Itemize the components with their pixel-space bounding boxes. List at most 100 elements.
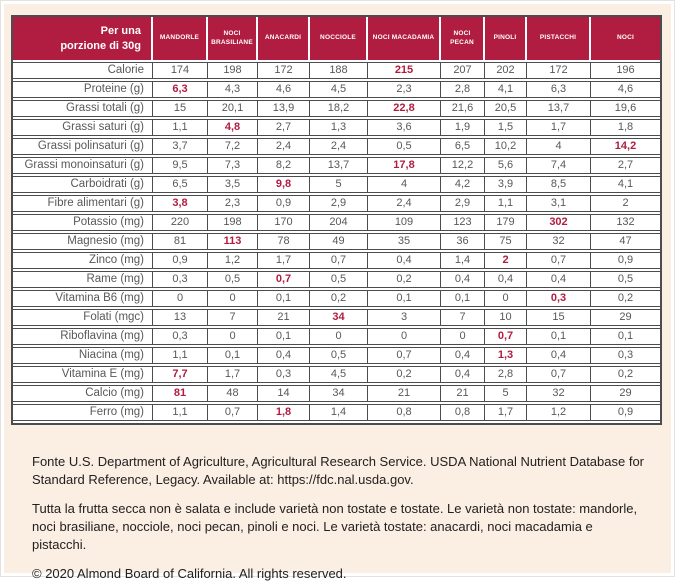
value-cell: 4 — [368, 177, 441, 192]
value-cell: 2,4 — [310, 139, 368, 154]
value-cell: 0 — [310, 329, 368, 344]
value-cell: 1,2 — [527, 405, 591, 420]
value-cell: 81 — [153, 234, 208, 249]
value-cell: 2,3 — [368, 82, 441, 97]
value-cell: 170 — [258, 215, 310, 230]
row-label: Grassi totali (g) — [13, 101, 153, 116]
row-label: Magnesio (mg) — [13, 234, 153, 249]
value-cell: 4,5 — [310, 367, 368, 382]
value-cell: 2 — [622, 197, 629, 209]
value-cell: 202 — [485, 63, 527, 78]
value-cell: 19,6 — [614, 102, 637, 114]
value-cell: 49 — [310, 234, 368, 249]
value-cell: 0,1 — [258, 291, 310, 306]
value-cell: 2,9 — [310, 196, 368, 211]
value-cell: 1,1 — [153, 348, 208, 363]
value-cell: 1,2 — [208, 253, 258, 268]
value-cell: 0,8 — [368, 405, 441, 420]
value-cell-highlighted: 34 — [310, 310, 368, 325]
value-cell: 48 — [208, 386, 258, 401]
value-cell: 5 — [310, 177, 368, 192]
value-cell: 198 — [208, 215, 258, 230]
value-cell: 2,7 — [258, 120, 310, 135]
value-cell: 32 — [527, 386, 591, 401]
value-cell: 123 — [441, 215, 485, 230]
column-header-noci-pecan: NOCI PECAN — [441, 17, 485, 60]
value-cell-highlighted: 6,3 — [153, 82, 208, 97]
value-cell: 14 — [258, 386, 310, 401]
value-cell: 0,9 — [617, 406, 634, 418]
value-cell: 0,9 — [153, 253, 208, 268]
value-cell: 29 — [619, 387, 632, 399]
row-label: Vitamina E (mg) — [13, 367, 153, 382]
serving-size-label: Per una porzione di 30g — [13, 17, 153, 60]
value-cell: 4,5 — [310, 82, 368, 97]
value-cell: 7,2 — [208, 139, 258, 154]
value-cell: 109 — [368, 215, 441, 230]
value-cell: 36 — [441, 234, 485, 249]
header-row: Per una porzione di 30g MANDORLE NOCI BRA… — [13, 17, 660, 60]
value-cell: 0,5 — [310, 272, 368, 287]
value-cell: 47 — [619, 235, 632, 247]
table-row: Potassio (mg) 220 198 170 204 109 123 179 302 132 — [13, 214, 660, 231]
value-cell: 0,4 — [527, 272, 591, 287]
value-cell: 10 — [485, 310, 527, 325]
value-cell: 0,2 — [617, 368, 634, 380]
value-cell: 0 — [153, 291, 208, 306]
table-row: Grassi polinsaturi (g) 3,7 7,2 2,4 2,4 0,5 6,5… — [13, 138, 660, 155]
value-cell: 0,5 — [368, 139, 441, 154]
table-row: Zinco (mg) 0,9 1,2 1,7 0,7 0,4 1,4 2 0,7 0,9 — [13, 252, 660, 269]
table-row: Calorie 174 198 172 188 215 207 202 172 196 — [13, 62, 660, 79]
value-cell: 0,9 — [617, 254, 634, 266]
row-label: Vitamina B6 (mg) — [13, 291, 153, 306]
value-cell: 5,6 — [485, 158, 527, 173]
value-cell: 0,4 — [441, 367, 485, 382]
column-header-nocciole: NOCCIOLE — [310, 17, 368, 60]
value-cell-highlighted: 3,8 — [153, 196, 208, 211]
value-cell: 15 — [527, 310, 591, 325]
value-cell-highlighted: 7,7 — [153, 367, 208, 382]
value-cell: 0,1 — [208, 348, 258, 363]
note-text: Tutta la frutta secca non è salata e inc… — [32, 500, 638, 552]
value-cell: 2,7 — [617, 159, 634, 171]
value-cell: 1,1 — [153, 120, 208, 135]
table-body: Calorie 174 198 172 188 215 207 202 172 196 Protei… — [13, 62, 660, 423]
value-cell-highlighted: 0,7 — [258, 272, 310, 287]
value-cell: 4,6 — [617, 83, 634, 95]
value-cell: 1,1 — [485, 196, 527, 211]
value-cell: 2,8 — [441, 82, 485, 97]
value-cell: 0,4 — [258, 348, 310, 363]
value-cell: 2,3 — [208, 196, 258, 211]
value-cell: 4,6 — [258, 82, 310, 97]
source-text: Fonte U.S. Department of Agriculture, Ag… — [32, 454, 645, 487]
row-label: Fibre alimentari (g) — [13, 196, 153, 211]
row-label: Riboflavina (mg) — [13, 329, 153, 344]
row-label: Folati (mgc) — [13, 310, 153, 325]
value-cell-highlighted: 113 — [208, 234, 258, 249]
value-cell: 0,1 — [617, 330, 634, 342]
value-cell: 0,2 — [368, 367, 441, 382]
value-cell: 10,2 — [485, 139, 527, 154]
value-cell: 1,7 — [258, 253, 310, 268]
value-cell: 1,1 — [153, 405, 208, 420]
value-cell-highlighted: 0,3 — [527, 291, 591, 306]
value-cell: 2,9 — [441, 196, 485, 211]
value-cell-highlighted: 215 — [368, 63, 441, 78]
value-cell: 0 — [208, 291, 258, 306]
value-cell: 13,9 — [258, 101, 310, 116]
value-cell: 9,5 — [153, 158, 208, 173]
value-cell-highlighted: 4,8 — [208, 120, 258, 135]
value-cell-highlighted: 81 — [153, 386, 208, 401]
value-cell: 204 — [310, 215, 368, 230]
value-cell: 75 — [485, 234, 527, 249]
value-cell: 6,3 — [527, 82, 591, 97]
value-cell: 20,1 — [208, 101, 258, 116]
column-header-mandorle: MANDORLE — [153, 17, 208, 60]
value-cell: 1,7 — [485, 405, 527, 420]
value-cell: 0,2 — [368, 272, 441, 287]
column-header-noci: NOCI — [591, 17, 660, 60]
value-cell: 3,9 — [485, 177, 527, 192]
page-background: Per una porzione di 30g MANDORLE NOCI BRA… — [4, 4, 671, 581]
value-cell: 0,3 — [153, 329, 208, 344]
